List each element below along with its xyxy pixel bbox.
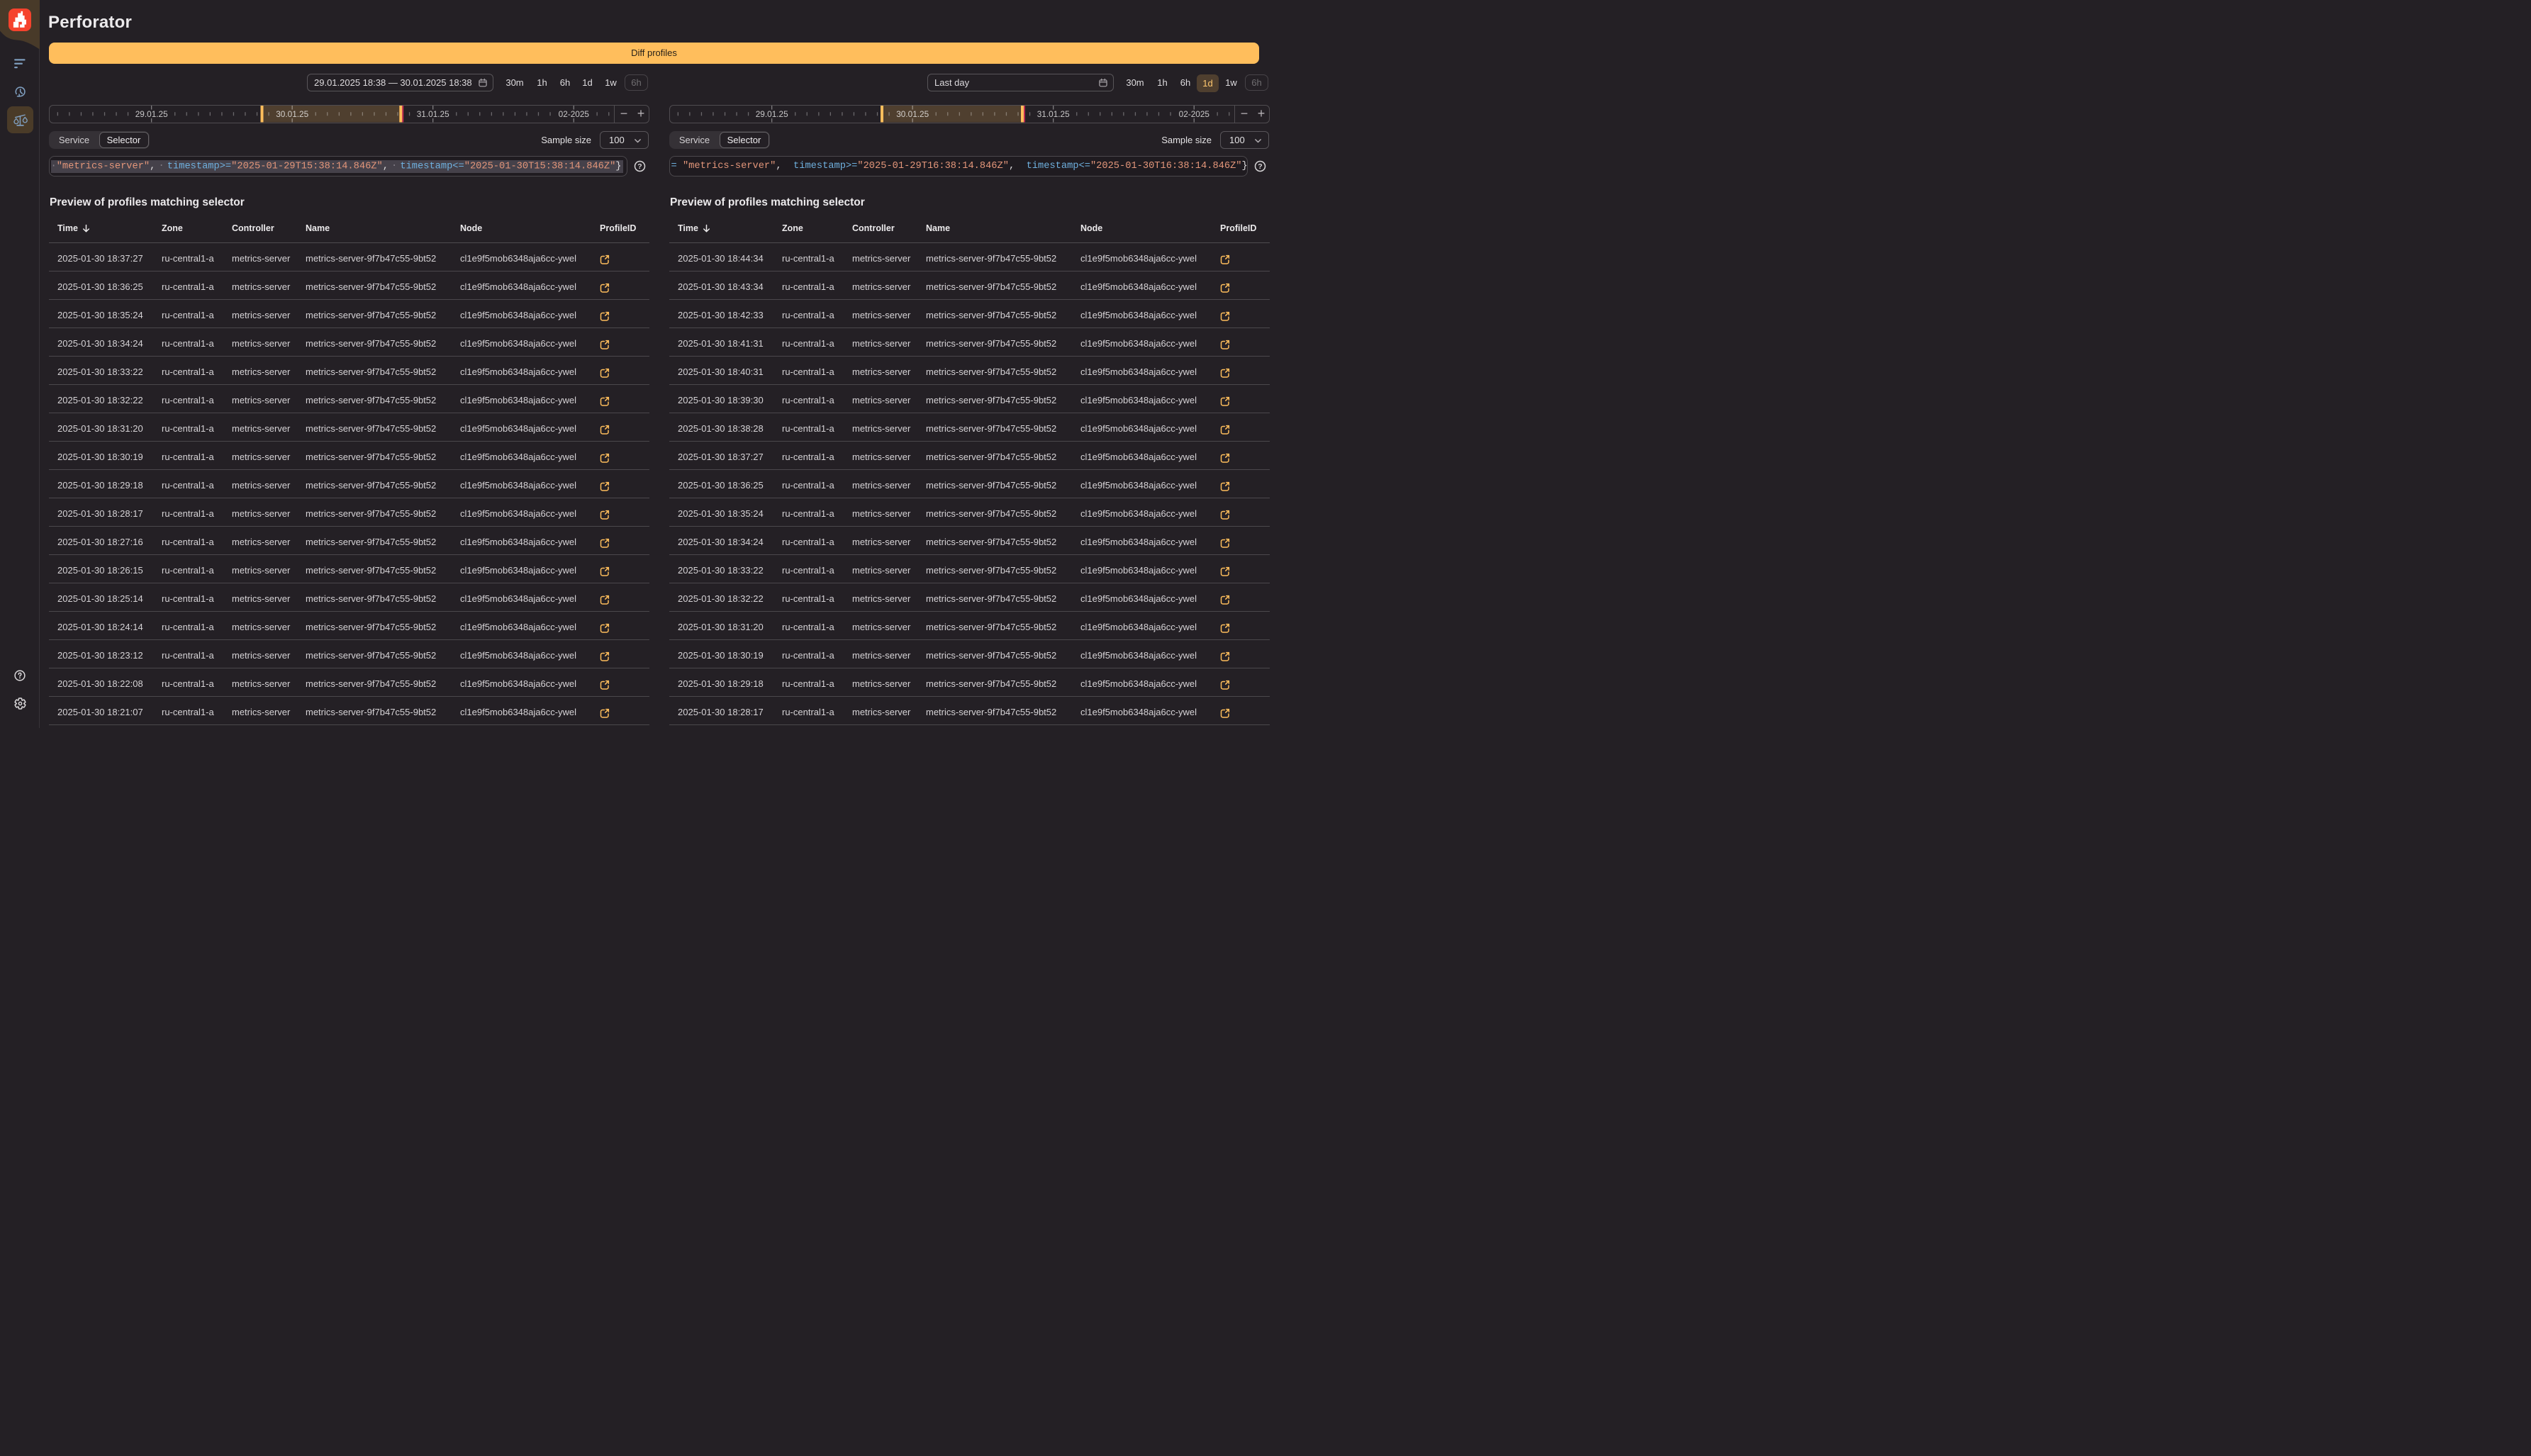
svg-text:30.01.25: 30.01.25: [276, 109, 308, 119]
svg-text:29.01.25: 29.01.25: [135, 109, 168, 119]
svg-text:31.01.25: 31.01.25: [1037, 109, 1070, 119]
svg-text:29.01.25: 29.01.25: [756, 109, 788, 119]
svg-text:?: ?: [1258, 162, 1262, 171]
svg-text:02-2025: 02-2025: [559, 109, 590, 119]
svg-text:02-2025: 02-2025: [1179, 109, 1210, 119]
svg-text:?: ?: [637, 162, 642, 171]
svg-text:31.01.25: 31.01.25: [417, 109, 449, 119]
svg-text:30.01.25: 30.01.25: [896, 109, 929, 119]
